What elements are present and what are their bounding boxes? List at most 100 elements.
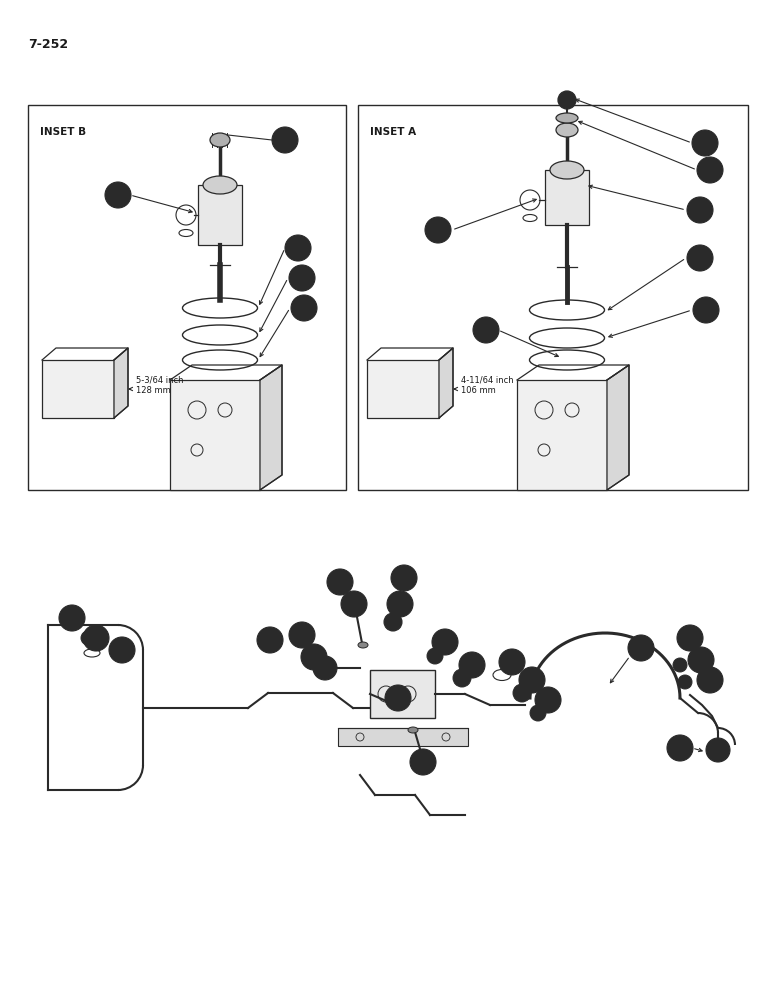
Polygon shape (439, 348, 453, 418)
Circle shape (697, 157, 723, 183)
Text: 2: 2 (697, 206, 703, 215)
Circle shape (687, 197, 713, 223)
Text: 21: 21 (527, 676, 537, 684)
Text: 7-252: 7-252 (28, 38, 68, 51)
Text: 33: 33 (635, 644, 647, 652)
Text: 34: 34 (439, 638, 451, 647)
Circle shape (59, 605, 85, 631)
Circle shape (453, 669, 471, 687)
Circle shape (513, 684, 531, 702)
Circle shape (697, 667, 723, 693)
Circle shape (425, 217, 451, 243)
Circle shape (387, 591, 413, 617)
Circle shape (285, 235, 311, 261)
Text: 39: 39 (684, 634, 696, 643)
Ellipse shape (203, 176, 237, 194)
Bar (370, 670, 435, 718)
Circle shape (81, 631, 95, 645)
Polygon shape (607, 365, 629, 490)
Bar (42, 360, 114, 418)
Text: 31: 31 (90, 634, 102, 643)
Circle shape (385, 685, 411, 711)
Circle shape (558, 91, 576, 109)
Text: 20: 20 (542, 696, 554, 704)
Text: 16: 16 (293, 243, 303, 252)
Circle shape (673, 658, 687, 672)
Text: 15: 15 (112, 190, 124, 200)
Ellipse shape (358, 642, 368, 648)
Ellipse shape (550, 161, 584, 179)
Text: 1: 1 (397, 599, 403, 608)
Circle shape (289, 622, 315, 648)
Polygon shape (260, 365, 282, 490)
Circle shape (667, 735, 693, 761)
Text: 8: 8 (707, 165, 713, 174)
Circle shape (109, 637, 135, 663)
Text: 6: 6 (697, 253, 703, 262)
Circle shape (272, 127, 298, 153)
Circle shape (391, 565, 417, 591)
Ellipse shape (556, 123, 578, 137)
Text: 11: 11 (398, 574, 410, 582)
Text: 40: 40 (674, 744, 686, 752)
Circle shape (291, 295, 317, 321)
Circle shape (473, 317, 499, 343)
Text: 4-11/64 inch
106 mm: 4-11/64 inch 106 mm (461, 375, 513, 395)
Circle shape (427, 648, 443, 664)
Circle shape (688, 647, 714, 673)
Bar (545, 170, 589, 225)
Text: 38: 38 (696, 656, 706, 664)
Text: 24: 24 (334, 578, 346, 586)
Text: 36: 36 (466, 660, 478, 670)
Text: INSET A: INSET A (370, 127, 416, 137)
Circle shape (105, 182, 131, 208)
Text: INSET B: INSET B (40, 127, 86, 137)
Bar (517, 380, 607, 490)
Bar (358, 105, 748, 490)
Circle shape (384, 613, 402, 631)
Ellipse shape (556, 113, 578, 123)
Circle shape (313, 656, 337, 680)
Text: 29: 29 (296, 631, 308, 640)
Text: 28: 28 (66, 613, 78, 622)
Text: 37: 37 (704, 676, 716, 684)
Circle shape (535, 687, 561, 713)
Circle shape (519, 667, 545, 693)
Circle shape (301, 644, 327, 670)
Bar (338, 728, 468, 746)
Circle shape (432, 629, 458, 655)
Circle shape (677, 625, 703, 651)
Circle shape (499, 649, 525, 675)
Text: 5-3/64 inch
128 mm: 5-3/64 inch 128 mm (136, 375, 184, 395)
Circle shape (327, 569, 353, 595)
Text: 19: 19 (417, 758, 428, 766)
Text: 32: 32 (117, 646, 127, 654)
Text: 4: 4 (483, 326, 489, 334)
Circle shape (692, 130, 718, 156)
Circle shape (459, 652, 485, 678)
Circle shape (693, 297, 719, 323)
Text: 3: 3 (703, 306, 709, 314)
Text: 13: 13 (296, 273, 308, 282)
Ellipse shape (408, 727, 418, 733)
Text: 22: 22 (506, 658, 517, 666)
Text: 14: 14 (298, 304, 310, 312)
Text: 7: 7 (702, 138, 708, 147)
Circle shape (83, 625, 109, 651)
Bar (170, 380, 260, 490)
Circle shape (341, 591, 367, 617)
Circle shape (687, 245, 713, 271)
Bar (198, 185, 242, 245)
Text: 23: 23 (264, 636, 276, 645)
Polygon shape (114, 348, 128, 418)
Text: 5: 5 (435, 226, 441, 234)
Text: 35: 35 (392, 694, 404, 702)
Circle shape (410, 749, 436, 775)
Bar (28, 105, 346, 490)
Bar (367, 360, 439, 418)
Text: 12: 12 (279, 135, 291, 144)
Ellipse shape (210, 133, 230, 147)
Circle shape (706, 738, 730, 762)
Circle shape (678, 675, 692, 689)
Circle shape (289, 265, 315, 291)
